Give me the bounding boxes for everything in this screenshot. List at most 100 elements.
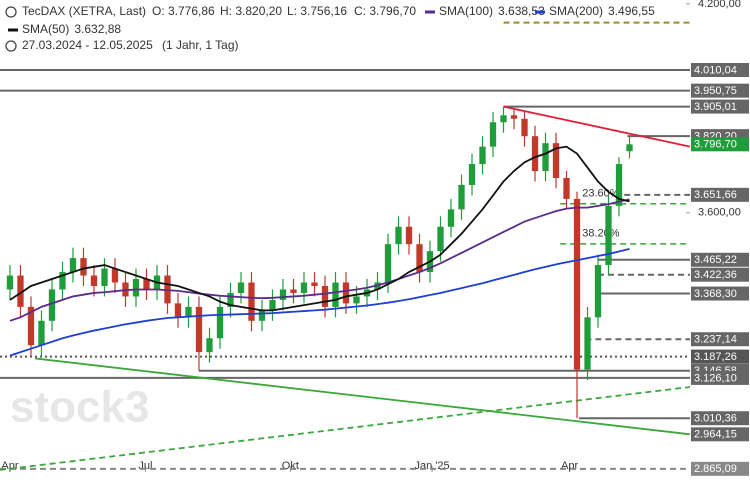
level-label-box xyxy=(691,461,749,476)
legend-value: 3.638,53 xyxy=(498,4,545,18)
candle-body xyxy=(69,258,77,273)
ohlc-open: O: 3.776,86 xyxy=(152,4,215,18)
candle-body xyxy=(395,226,402,245)
candle-body xyxy=(626,144,633,152)
trendline xyxy=(35,357,691,436)
candle-body xyxy=(258,310,266,321)
candle-body xyxy=(437,226,444,252)
candle-body xyxy=(195,306,203,353)
trendline-label: 2.964,15 xyxy=(694,429,737,441)
candle-body xyxy=(279,289,287,300)
candle-body xyxy=(615,164,623,206)
level-label-box xyxy=(691,63,749,78)
sma-line xyxy=(9,198,630,322)
candle-body xyxy=(321,285,329,307)
level-label-box xyxy=(691,411,749,426)
candle-body xyxy=(132,279,140,297)
candle-body xyxy=(311,282,318,286)
level-label-box xyxy=(691,349,749,364)
level-label: 3.126,10 xyxy=(694,372,737,384)
candle-body xyxy=(237,282,245,293)
trendline xyxy=(503,105,691,148)
candle-body xyxy=(605,205,612,266)
candle-body xyxy=(405,226,413,245)
fib-label: 38.20% xyxy=(582,228,620,240)
candle-body xyxy=(447,209,455,227)
candle-body xyxy=(542,143,549,172)
candle-body xyxy=(342,282,350,304)
current-price-label-box xyxy=(691,137,749,152)
legend-value: 3.632,88 xyxy=(74,22,121,36)
candle-body xyxy=(80,258,87,276)
legend-value: 3.496,55 xyxy=(608,4,655,18)
legend-name: SMA(200) xyxy=(549,4,603,18)
candle-body xyxy=(216,306,224,339)
clock-icon xyxy=(5,40,17,52)
candle-body xyxy=(458,184,465,210)
level-label-box xyxy=(691,370,749,385)
candle-body xyxy=(185,306,192,318)
level-label: 3.187,26 xyxy=(694,351,737,363)
candle-body xyxy=(332,282,339,307)
level-label-box xyxy=(691,187,749,202)
level-label: 3.368,30 xyxy=(694,288,737,300)
candle-body xyxy=(59,272,66,290)
candle-body xyxy=(90,275,98,286)
candle-body xyxy=(531,136,539,172)
legend-name: SMA(100) xyxy=(439,4,493,18)
candle-body xyxy=(174,303,182,318)
legend-swatch xyxy=(535,10,545,14)
candle-body xyxy=(584,317,591,370)
trendline xyxy=(0,386,691,471)
level-label: 3.905,01 xyxy=(694,101,737,113)
level-label: 3.651,66 xyxy=(694,189,737,201)
level-label-box xyxy=(691,99,749,114)
x-tick-label: Jan '25 xyxy=(415,460,450,472)
level-label: 4.010,04 xyxy=(694,64,737,76)
candle-body xyxy=(573,198,581,370)
x-tick-label: Apr xyxy=(561,460,578,472)
symbol-icon xyxy=(5,6,17,18)
level-label: 3.950,75 xyxy=(694,85,737,97)
candle-body xyxy=(27,306,35,346)
level-label: 2.865,09 xyxy=(694,463,737,475)
candle-body xyxy=(101,268,108,286)
candle-body xyxy=(479,146,486,165)
candle-body xyxy=(111,268,119,283)
legend-name: SMA(50) xyxy=(22,22,69,36)
candle-body xyxy=(143,279,150,290)
candle-body xyxy=(38,320,45,346)
candle-body xyxy=(563,177,570,199)
period: (1 Jahr, 1 Tag) xyxy=(162,38,239,52)
candle-body xyxy=(552,143,560,178)
symbol-title: TecDAX (XETRA, Last) xyxy=(22,4,146,18)
fib-label: 23.60% xyxy=(582,188,620,200)
level-label-box xyxy=(691,286,749,301)
level-label-box xyxy=(691,83,749,98)
candle-body xyxy=(269,299,276,311)
level-label-box xyxy=(691,252,749,267)
y-tick-label: 4.200,00 xyxy=(698,0,741,10)
sma-line xyxy=(9,145,630,312)
candle-body xyxy=(300,282,308,293)
header: TecDAX (XETRA, Last) O: 3.776,86 H: 3.82… xyxy=(5,4,655,52)
x-tick-label: Jul xyxy=(138,460,152,472)
candle-body xyxy=(290,289,297,293)
candle-body xyxy=(6,275,14,290)
candle-body xyxy=(353,296,360,304)
level-label: 3.422,36 xyxy=(694,269,737,281)
level-label: 3.010,36 xyxy=(694,413,737,425)
candle-body xyxy=(500,115,507,123)
candle-body xyxy=(489,122,497,147)
y-tick-label: 3.600,00 xyxy=(698,207,741,219)
candle-body xyxy=(521,118,528,137)
candle-body xyxy=(468,164,476,185)
current-price-label: 3.796,70 xyxy=(694,139,737,151)
ohlc-close: C: 3.796,70 xyxy=(354,4,416,18)
candle-body xyxy=(206,338,213,353)
candle-body xyxy=(510,115,518,119)
candle-body xyxy=(248,282,255,321)
legend-swatch xyxy=(8,28,18,32)
